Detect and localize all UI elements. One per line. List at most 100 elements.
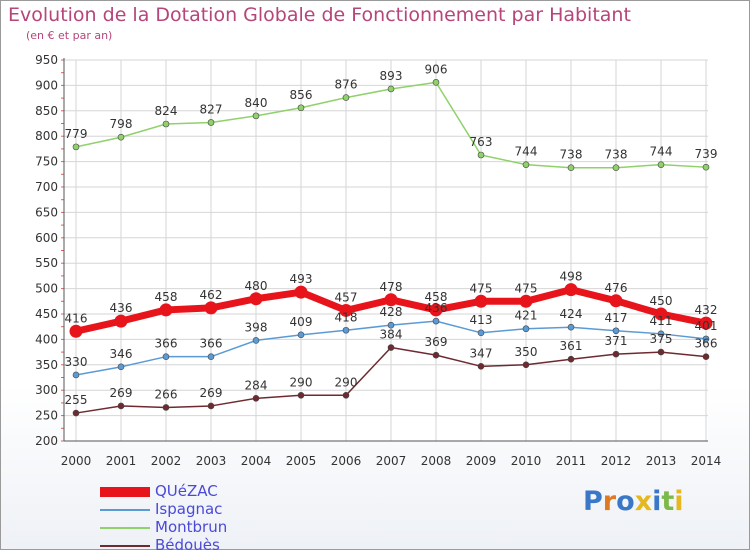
data-label-bedoues: 290 bbox=[335, 375, 358, 389]
proxiti-logo: Proxiti bbox=[583, 486, 684, 517]
logo-letter: r bbox=[602, 486, 617, 517]
data-label-montbrun: 763 bbox=[470, 135, 493, 149]
data-label-ispagnac: 424 bbox=[560, 307, 583, 321]
x-tick-label: 2002 bbox=[151, 454, 182, 468]
data-label-montbrun: 906 bbox=[425, 62, 448, 76]
y-tick-label: 950 bbox=[35, 53, 58, 67]
data-label-ispagnac: 421 bbox=[515, 309, 538, 323]
data-point-quezac bbox=[114, 314, 128, 328]
legend-swatch bbox=[100, 509, 150, 511]
data-point-ispagnac bbox=[387, 321, 395, 329]
data-point-bedoues bbox=[117, 402, 125, 410]
data-label-bedoues: 269 bbox=[200, 386, 223, 400]
data-label-bedoues: 269 bbox=[110, 386, 133, 400]
data-point-quezac bbox=[519, 294, 533, 308]
data-point-quezac bbox=[609, 294, 623, 308]
data-point-quezac bbox=[429, 303, 443, 317]
data-label-quezac: 436 bbox=[110, 301, 133, 315]
x-tick-label: 2003 bbox=[196, 454, 227, 468]
data-label-montbrun: 739 bbox=[695, 147, 718, 161]
y-tick-label: 850 bbox=[35, 104, 58, 118]
y-tick-label: 350 bbox=[35, 358, 58, 372]
legend-label: Bédouès bbox=[155, 536, 220, 554]
y-tick-label: 200 bbox=[35, 434, 58, 448]
logo-letter: o bbox=[616, 486, 635, 517]
y-tick-label: 550 bbox=[35, 256, 58, 270]
data-point-ispagnac bbox=[522, 325, 530, 333]
data-label-quezac: 478 bbox=[380, 280, 403, 294]
data-point-bedoues bbox=[342, 391, 350, 399]
data-label-montbrun: 738 bbox=[605, 148, 628, 162]
data-point-bedoues bbox=[162, 404, 170, 411]
data-point-bedoues bbox=[432, 351, 440, 359]
data-label-montbrun: 856 bbox=[290, 88, 313, 102]
data-label-montbrun: 824 bbox=[155, 104, 178, 118]
y-tick-label: 600 bbox=[35, 231, 58, 245]
legend-swatch bbox=[100, 527, 150, 529]
data-point-quezac bbox=[384, 293, 398, 307]
data-point-ispagnac bbox=[117, 363, 125, 371]
y-tick-label: 500 bbox=[35, 282, 58, 296]
data-label-montbrun: 840 bbox=[245, 96, 268, 110]
data-point-montbrun bbox=[432, 79, 440, 86]
data-point-montbrun bbox=[477, 151, 485, 159]
data-label-ispagnac: 330 bbox=[65, 355, 88, 369]
logo-letter: i bbox=[652, 486, 662, 517]
data-label-quezac: 462 bbox=[200, 288, 223, 302]
data-label-montbrun: 798 bbox=[110, 117, 133, 131]
data-point-bedoues bbox=[72, 409, 80, 417]
data-label-ispagnac: 436 bbox=[425, 301, 448, 315]
data-label-quezac: 458 bbox=[425, 290, 448, 304]
data-label-bedoues: 361 bbox=[560, 339, 583, 353]
data-label-bedoues: 384 bbox=[380, 328, 403, 342]
data-label-bedoues: 290 bbox=[290, 375, 313, 389]
data-point-montbrun bbox=[387, 85, 395, 93]
data-point-bedoues bbox=[657, 348, 665, 356]
data-point-montbrun bbox=[657, 161, 665, 168]
legend-label: Montbrun bbox=[155, 518, 228, 536]
data-label-montbrun: 893 bbox=[380, 69, 403, 83]
data-point-ispagnac bbox=[207, 353, 215, 360]
data-point-montbrun bbox=[162, 120, 170, 128]
x-tick-label: 2009 bbox=[466, 454, 497, 468]
logo-letter: P bbox=[583, 486, 603, 517]
data-label-quezac: 498 bbox=[560, 270, 583, 284]
data-point-ispagnac bbox=[297, 331, 305, 339]
data-label-bedoues: 284 bbox=[245, 378, 268, 392]
data-label-ispagnac: 398 bbox=[245, 320, 268, 334]
data-label-montbrun: 876 bbox=[335, 78, 358, 92]
data-point-ispagnac bbox=[612, 327, 620, 335]
x-tick-label: 2007 bbox=[376, 454, 407, 468]
data-point-bedoues bbox=[477, 363, 485, 370]
y-tick-label: 900 bbox=[35, 78, 58, 92]
data-label-montbrun: 744 bbox=[650, 145, 673, 159]
data-label-ispagnac: 411 bbox=[650, 314, 673, 328]
chart-title: Evolution de la Dotation Globale de Fonc… bbox=[8, 4, 631, 26]
chart-subtitle: (en € et par an) bbox=[26, 29, 113, 42]
data-point-quezac bbox=[249, 292, 263, 306]
data-label-quezac: 493 bbox=[290, 272, 313, 286]
data-label-ispagnac: 366 bbox=[200, 337, 223, 351]
legend-label: Ispagnac bbox=[155, 500, 223, 518]
data-point-quezac bbox=[474, 294, 488, 308]
legend-label: QUéZAC bbox=[155, 482, 218, 500]
x-tick-label: 2014 bbox=[691, 454, 722, 468]
data-label-ispagnac: 413 bbox=[470, 313, 493, 327]
logo-letter: x bbox=[634, 486, 653, 517]
x-tick-label: 2010 bbox=[511, 454, 542, 468]
data-label-bedoues: 366 bbox=[695, 337, 718, 351]
data-point-montbrun bbox=[342, 94, 350, 101]
data-point-bedoues bbox=[387, 344, 395, 351]
data-label-montbrun: 744 bbox=[515, 145, 538, 159]
legend-swatch bbox=[100, 545, 150, 547]
x-tick-label: 2000 bbox=[61, 454, 92, 468]
data-point-montbrun bbox=[522, 161, 530, 168]
data-label-ispagnac: 417 bbox=[605, 311, 628, 325]
logo-letter: i bbox=[674, 486, 684, 517]
data-point-ispagnac bbox=[252, 337, 260, 344]
data-label-quezac: 457 bbox=[335, 290, 358, 304]
x-tick-label: 2013 bbox=[646, 454, 677, 468]
data-point-quezac bbox=[564, 283, 578, 297]
data-point-ispagnac bbox=[567, 323, 575, 331]
data-label-quezac: 416 bbox=[65, 311, 88, 325]
